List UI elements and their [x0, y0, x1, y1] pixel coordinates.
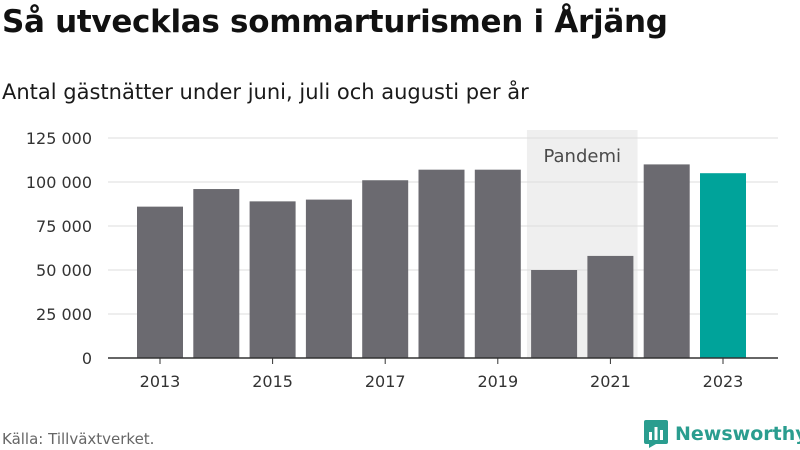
y-tick-label: 125 000 [26, 129, 92, 148]
x-tick-label: 2013 [140, 372, 181, 391]
chart-title: Så utvecklas sommarturismen i Årjäng [2, 4, 668, 40]
pandemic-label: Pandemi [543, 146, 621, 167]
bar-2017 [362, 180, 409, 358]
bar-2023 [700, 173, 746, 358]
bar-2016 [305, 199, 352, 358]
bar-2015 [249, 201, 296, 358]
y-tick-label: 0 [82, 349, 92, 368]
bar-2020 [531, 270, 578, 358]
bar-chart: Pandemi 0 25 000 50 000 75 000 100 000 125 000… [26, 129, 778, 391]
x-tick-label: 2019 [477, 372, 518, 391]
bar-2013 [137, 206, 183, 358]
x-tick-label: 2017 [365, 372, 406, 391]
newsworthy-icon [644, 420, 668, 448]
y-tick-label: 100 000 [26, 173, 92, 192]
x-tick-label: 2023 [703, 372, 744, 391]
brand-name: Newsworthy [675, 423, 800, 445]
y-tick-label: 75 000 [36, 217, 92, 236]
bar-2014 [193, 189, 240, 358]
y-tick-label: 25 000 [36, 305, 92, 324]
bar-2022 [643, 164, 690, 358]
bar-2018 [418, 169, 465, 358]
bar-2021 [587, 255, 634, 358]
y-tick-label: 50 000 [36, 261, 92, 280]
newsworthy-logo[interactable]: Newsworthy [644, 419, 800, 449]
x-tick-label: 2015 [252, 372, 293, 391]
bar-2019 [474, 169, 521, 358]
x-tick-label: 2021 [590, 372, 631, 391]
source-note: Källa: Tillväxtverket. [2, 430, 155, 448]
chart-subtitle: Antal gästnätter under juni, juli och au… [2, 80, 529, 104]
